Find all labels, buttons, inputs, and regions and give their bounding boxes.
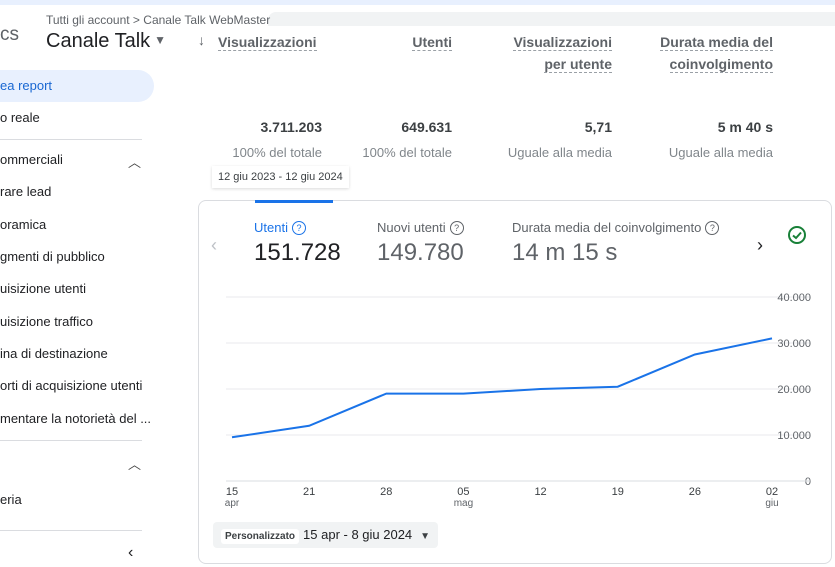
tab-durata-media[interactable]: Durata media del coinvolgimento? 14 m 15… — [512, 219, 720, 267]
metrics-table: ↓ Visualizzazioni Utenti Visualizzazioni… — [192, 26, 812, 166]
sidebar-item-report-acquisizione[interactable]: orti di acquisizione utenti — [0, 370, 142, 402]
sidebar-item-label: rare lead — [0, 184, 52, 199]
x-tick-sublabel: apr — [225, 498, 240, 509]
tab-value: 151.728 — [254, 239, 341, 266]
sidebar-item-label: o reale — [0, 110, 40, 125]
metric-value: 5 m 40 s — [717, 119, 773, 135]
sidebar-item-lead[interactable]: rare lead — [0, 176, 51, 208]
arrow-down-icon[interactable]: ↓ — [198, 32, 205, 48]
x-tick-sublabel: giu — [765, 498, 778, 509]
sidebar-section-commerciali[interactable]: ommerciali — [0, 144, 63, 176]
chevron-left-icon[interactable]: ‹ — [128, 544, 134, 561]
x-tick-label: 12 — [534, 486, 546, 498]
metric-value: 5,71 — [584, 119, 612, 135]
x-tick-label: 26 — [689, 486, 701, 498]
sidebar-item-label: eria — [0, 492, 22, 507]
sidebar-item-segmenti[interactable]: gmenti di pubblico — [0, 241, 105, 273]
sidebar-item-notorieta[interactable]: mentare la notorietà del ... — [0, 403, 151, 435]
sidebar-item-label: gmenti di pubblico — [0, 249, 105, 264]
chevron-up-icon[interactable]: ︿ — [128, 155, 142, 170]
caret-down-icon: ▼ — [154, 33, 167, 47]
x-tick-label: 21 — [303, 486, 315, 498]
sidebar-item-label: orti di acquisizione utenti — [0, 378, 143, 393]
tab-value: 14 m 15 s — [512, 239, 618, 266]
x-tick-label: 19 — [612, 486, 624, 498]
sidebar-item-label: oramica — [0, 217, 47, 232]
help-icon[interactable]: ? — [449, 221, 464, 235]
x-tick-sublabel: mag — [454, 498, 473, 509]
sidebar-item-acquisizione-utenti[interactable]: uisizione utenti — [0, 273, 86, 305]
caret-down-icon: ▼ — [420, 531, 431, 542]
sidebar-item-label: uisizione utenti — [0, 281, 86, 296]
check-circle-icon[interactable] — [787, 225, 807, 245]
sidebar-item-acquisizione-traffico[interactable]: uisizione traffico — [0, 306, 93, 338]
help-icon[interactable]: ? — [705, 221, 720, 235]
y-tick-label: 30.000 — [777, 338, 811, 350]
sidebar-divider — [0, 139, 142, 140]
help-icon[interactable]: ? — [291, 221, 306, 235]
x-tick-label: 28 — [380, 486, 392, 498]
sidebar-item-label: ina di destinazione — [0, 346, 108, 361]
search-bar[interactable] — [268, 12, 835, 26]
metric-value: 3.711.203 — [260, 119, 322, 135]
sidebar-item-panoramica[interactable]: oramica — [0, 209, 46, 241]
chevron-right-icon[interactable]: › — [757, 235, 763, 255]
chart-card: ‹ › Utenti? 151.728 Nuovi utenti? 149.78… — [198, 200, 832, 564]
sidebar-item-label: ea report — [0, 78, 53, 93]
breadcrumb[interactable]: Tutti gli account > Canale Talk WebMaste… — [46, 13, 271, 27]
tab-value: 149.780 — [377, 239, 464, 266]
property-name: Canale Talk — [46, 30, 151, 52]
chevron-left-icon[interactable]: ‹ — [211, 235, 217, 255]
sidebar-item-realtime[interactable]: o reale — [0, 102, 40, 134]
metric-subtext: Uguale alla media — [668, 145, 773, 160]
column-header-utenti[interactable]: Utenti — [412, 34, 452, 51]
tab-label: Durata media del coinvolgimento — [512, 220, 702, 235]
sidebar-item-report[interactable]: ea report — [0, 70, 154, 102]
period-tag: Personalizzato — [221, 529, 300, 544]
sidebar-divider — [0, 530, 142, 531]
period-range: 15 apr - 8 giu 2024 — [303, 527, 413, 542]
y-tick-label: 0 — [805, 476, 811, 488]
active-tab-indicator — [255, 200, 333, 203]
sidebar-divider — [0, 440, 142, 441]
app-title: cs — [0, 24, 19, 45]
tab-nuovi-utenti[interactable]: Nuovi utenti? 149.780 — [377, 219, 464, 267]
x-tick-label: 05 — [457, 486, 469, 498]
y-tick-label: 10.000 — [777, 430, 811, 442]
property-selector[interactable]: Canale Talk ▼ — [46, 30, 166, 53]
sidebar-item-label: ommerciali — [0, 152, 63, 167]
tab-utenti[interactable]: Utenti? 151.728 — [254, 219, 341, 267]
metric-value: 649.631 — [401, 119, 452, 135]
series-line-utenti[interactable] — [231, 337, 773, 439]
x-tick-label: 15 — [226, 486, 238, 498]
y-tick-label: 20.000 — [777, 384, 811, 396]
x-tick-label: 02 — [766, 486, 778, 498]
chevron-up-icon[interactable]: ︿ — [128, 457, 142, 472]
column-header-visualizzazioni-per-utente[interactable]: Visualizzazioni per utente — [513, 34, 612, 73]
column-header-visualizzazioni[interactable]: Visualizzazioni — [218, 34, 317, 51]
y-tick-label: 40.000 — [777, 292, 811, 304]
period-selector[interactable]: Personalizzato 15 apr - 8 giu 2024 ▼ — [213, 522, 439, 548]
column-header-durata-media[interactable]: Durata media del coinvolgimento — [660, 34, 773, 73]
metric-subtext: Uguale alla media — [507, 145, 612, 160]
metric-subtext: 100% del totale — [232, 145, 322, 160]
metric-subtext: 100% del totale — [362, 145, 452, 160]
tab-label: Utenti — [254, 220, 288, 235]
date-range-tooltip: 12 giu 2023 - 12 giu 2024 — [212, 166, 349, 188]
top-progress-bar — [0, 0, 835, 5]
sidebar-item-pagina-destinazione[interactable]: ina di destinazione — [0, 338, 108, 370]
sidebar-item-label: mentare la notorietà del ... — [0, 411, 152, 426]
tab-label: Nuovi utenti — [377, 220, 446, 235]
sidebar-item-label: uisizione traffico — [0, 314, 93, 329]
sidebar-item-libreria[interactable]: eria — [0, 484, 22, 516]
